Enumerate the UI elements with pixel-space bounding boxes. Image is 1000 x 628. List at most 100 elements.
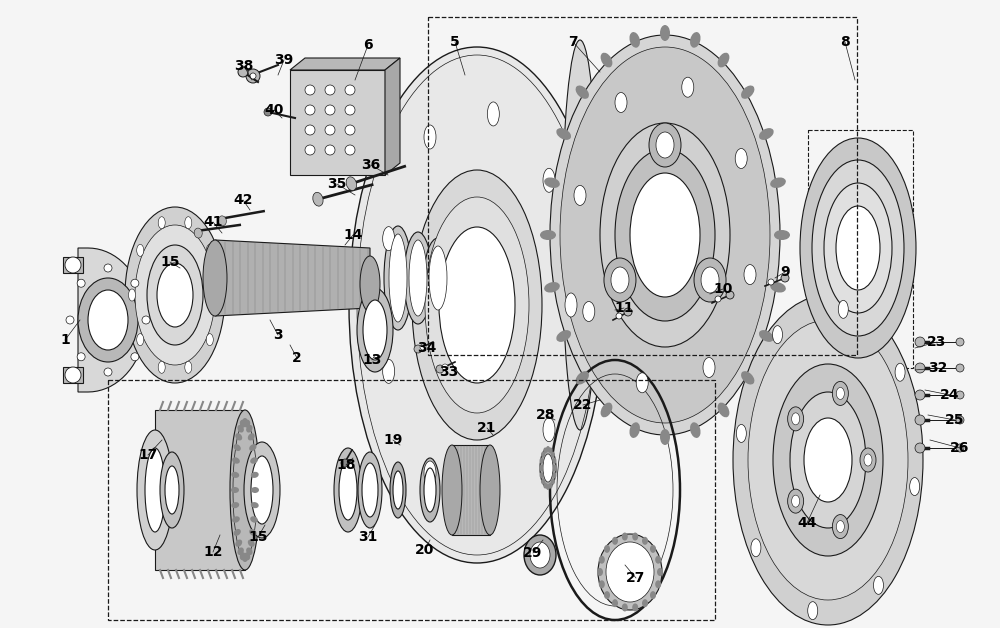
- Text: 7: 7: [568, 35, 578, 49]
- Ellipse shape: [624, 308, 632, 316]
- Ellipse shape: [824, 183, 892, 313]
- Ellipse shape: [137, 333, 144, 345]
- Ellipse shape: [540, 448, 556, 488]
- Ellipse shape: [718, 53, 729, 67]
- Text: 3: 3: [273, 328, 283, 342]
- Polygon shape: [63, 367, 83, 383]
- Text: 12: 12: [203, 545, 223, 559]
- Ellipse shape: [142, 316, 150, 324]
- Polygon shape: [452, 445, 490, 535]
- Ellipse shape: [774, 230, 790, 240]
- Ellipse shape: [650, 545, 656, 553]
- Ellipse shape: [349, 47, 605, 563]
- Ellipse shape: [694, 258, 726, 302]
- Ellipse shape: [524, 535, 556, 575]
- Text: 32: 32: [928, 361, 948, 375]
- Ellipse shape: [574, 185, 586, 205]
- Ellipse shape: [185, 361, 192, 373]
- Ellipse shape: [808, 602, 818, 620]
- Ellipse shape: [812, 160, 904, 336]
- Ellipse shape: [759, 128, 774, 140]
- Text: 14: 14: [343, 228, 363, 242]
- Ellipse shape: [632, 533, 638, 541]
- Text: 19: 19: [383, 433, 403, 447]
- Ellipse shape: [606, 542, 654, 602]
- Ellipse shape: [362, 463, 378, 517]
- Text: 2: 2: [292, 351, 302, 365]
- Ellipse shape: [741, 371, 754, 384]
- Ellipse shape: [657, 568, 663, 576]
- Text: 15: 15: [160, 255, 180, 269]
- Ellipse shape: [682, 77, 694, 97]
- Bar: [428, 17, 857, 355]
- Ellipse shape: [690, 422, 701, 438]
- Ellipse shape: [718, 403, 729, 417]
- Ellipse shape: [131, 279, 139, 287]
- Ellipse shape: [244, 553, 250, 560]
- Ellipse shape: [792, 495, 800, 507]
- Ellipse shape: [599, 556, 605, 564]
- Ellipse shape: [325, 145, 335, 155]
- Ellipse shape: [800, 138, 916, 358]
- Ellipse shape: [599, 580, 605, 588]
- Text: 21: 21: [477, 421, 497, 435]
- Ellipse shape: [604, 545, 610, 553]
- Text: 26: 26: [950, 441, 970, 455]
- Ellipse shape: [540, 458, 544, 463]
- Ellipse shape: [915, 363, 925, 373]
- Ellipse shape: [539, 465, 543, 471]
- Ellipse shape: [246, 69, 260, 83]
- Text: 22: 22: [573, 398, 593, 412]
- Ellipse shape: [715, 296, 721, 302]
- Ellipse shape: [655, 580, 661, 588]
- Text: 20: 20: [415, 543, 435, 557]
- Ellipse shape: [137, 244, 144, 256]
- Ellipse shape: [552, 472, 556, 479]
- Ellipse shape: [544, 282, 560, 293]
- Ellipse shape: [773, 326, 783, 344]
- Text: 15: 15: [248, 530, 268, 544]
- Ellipse shape: [770, 282, 786, 293]
- Ellipse shape: [424, 125, 436, 149]
- Ellipse shape: [131, 353, 139, 360]
- Ellipse shape: [629, 422, 640, 438]
- Ellipse shape: [660, 25, 670, 41]
- Ellipse shape: [541, 452, 545, 458]
- Text: 34: 34: [417, 341, 437, 355]
- Ellipse shape: [773, 364, 883, 556]
- Ellipse shape: [231, 502, 239, 508]
- Ellipse shape: [305, 125, 315, 135]
- Ellipse shape: [230, 410, 260, 570]
- Ellipse shape: [232, 516, 240, 522]
- Ellipse shape: [305, 145, 315, 155]
- Text: 8: 8: [840, 35, 850, 49]
- Ellipse shape: [726, 291, 734, 299]
- Ellipse shape: [915, 337, 925, 347]
- Ellipse shape: [549, 447, 553, 453]
- Ellipse shape: [194, 228, 202, 238]
- Text: 5: 5: [450, 35, 460, 49]
- Ellipse shape: [873, 577, 883, 594]
- Text: 39: 39: [274, 53, 294, 67]
- Text: 41: 41: [203, 215, 223, 229]
- Text: 27: 27: [626, 571, 646, 585]
- Ellipse shape: [425, 197, 529, 413]
- Ellipse shape: [770, 178, 786, 188]
- Ellipse shape: [345, 145, 355, 155]
- Ellipse shape: [158, 361, 165, 373]
- Ellipse shape: [792, 413, 800, 425]
- Ellipse shape: [246, 425, 253, 433]
- Ellipse shape: [642, 537, 648, 545]
- Ellipse shape: [540, 472, 544, 479]
- Ellipse shape: [735, 148, 747, 168]
- Ellipse shape: [389, 234, 407, 322]
- Ellipse shape: [404, 232, 432, 324]
- Ellipse shape: [104, 368, 112, 376]
- Ellipse shape: [612, 599, 618, 607]
- Ellipse shape: [137, 430, 173, 550]
- Polygon shape: [290, 70, 385, 175]
- Ellipse shape: [244, 420, 250, 428]
- Ellipse shape: [345, 105, 355, 115]
- Ellipse shape: [832, 381, 848, 406]
- Ellipse shape: [65, 257, 81, 273]
